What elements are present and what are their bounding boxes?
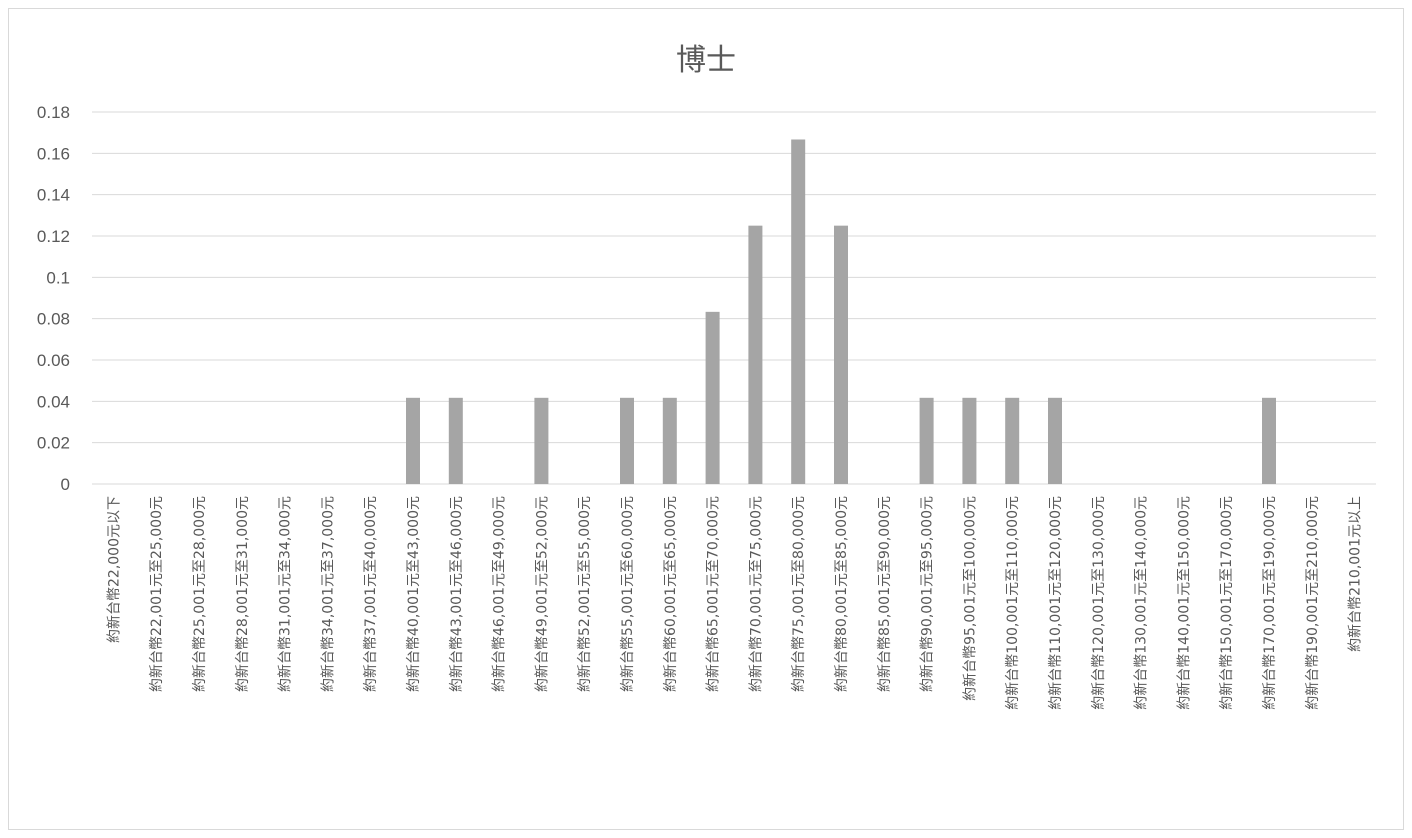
x-tick-label: 約新台幣95,001元至100,000元 — [962, 496, 978, 701]
bar — [534, 398, 548, 484]
x-tick-label: 約新台幣37,001元至40,000元 — [363, 496, 379, 692]
x-tick-label: 約新台幣52,001元至55,000元 — [577, 496, 593, 692]
x-tick-label: 約新台幣210,001元以上 — [1348, 496, 1364, 652]
x-tick-label: 約新台幣70,001元至75,000元 — [748, 496, 764, 692]
y-tick-label: 0.12 — [37, 227, 70, 246]
x-tick-label: 約新台幣190,001元至210,000元 — [1305, 496, 1321, 710]
gridlines — [92, 112, 1376, 484]
x-tick-label: 約新台幣130,001元至140,000元 — [1134, 496, 1150, 710]
x-tick-label: 約新台幣85,001元至90,000元 — [877, 496, 893, 692]
x-tick-label: 約新台幣43,001元至46,000元 — [449, 496, 465, 692]
bar — [449, 398, 463, 484]
bar — [1048, 398, 1062, 484]
bar — [920, 398, 934, 484]
x-tick-label: 約新台幣80,001元至85,000元 — [834, 496, 850, 692]
y-axis-tick-labels: 0 0.02 0.04 0.06 0.08 0.1 0.12 0.14 0.16 0.18 — [37, 103, 70, 494]
x-tick-label: 約新台幣75,001元至80,000元 — [791, 496, 807, 692]
x-tick-label: 約新台幣22,001元至25,000元 — [149, 496, 165, 692]
x-tick-label: 約新台幣31,001元至34,000元 — [278, 496, 294, 692]
bars — [406, 139, 1276, 484]
x-tick-label: 約新台幣100,001元至110,000元 — [1005, 496, 1021, 710]
x-tick-label: 約新台幣25,001元至28,000元 — [192, 496, 208, 692]
bar — [1262, 398, 1276, 484]
y-tick-label: 0.08 — [37, 310, 70, 329]
y-tick-label: 0 — [61, 475, 70, 494]
x-tick-label: 約新台幣46,001元至49,000元 — [492, 496, 508, 692]
bar — [962, 398, 976, 484]
bar — [406, 398, 420, 484]
bar — [748, 226, 762, 484]
x-tick-label: 約新台幣170,001元至190,000元 — [1262, 496, 1278, 710]
chart-title: 博士 — [676, 43, 736, 78]
x-tick-label: 約新台幣60,001元至65,000元 — [663, 496, 679, 692]
x-tick-label: 約新台幣150,001元至170,000元 — [1219, 496, 1235, 710]
y-tick-label: 0.04 — [37, 392, 70, 411]
bar — [706, 312, 720, 484]
y-tick-label: 0.06 — [37, 351, 70, 370]
x-axis-tick-labels: 約新台幣22,000元以下 約新台幣22,001元至25,000元 約新台幣25,0… — [106, 496, 1363, 710]
bar — [663, 398, 677, 484]
x-tick-label: 約新台幣55,001元至60,000元 — [620, 496, 636, 692]
y-tick-label: 0.1 — [46, 268, 70, 287]
bar — [620, 398, 634, 484]
x-tick-label: 約新台幣40,001元至43,000元 — [406, 496, 422, 692]
bar — [834, 226, 848, 484]
y-tick-label: 0.14 — [37, 186, 70, 205]
x-tick-label: 約新台幣140,001元至150,000元 — [1176, 496, 1192, 710]
y-tick-label: 0.18 — [37, 103, 70, 122]
y-tick-label: 0.16 — [37, 144, 70, 163]
y-tick-label: 0.02 — [37, 434, 70, 453]
x-tick-label: 約新台幣65,001元至70,000元 — [706, 496, 722, 692]
x-tick-label: 約新台幣22,000元以下 — [106, 496, 122, 643]
x-tick-label: 約新台幣120,001元至130,000元 — [1091, 496, 1107, 710]
bar — [791, 139, 805, 484]
bar — [1005, 398, 1019, 484]
x-tick-label: 約新台幣90,001元至95,000元 — [920, 496, 936, 692]
x-tick-label: 約新台幣110,001元至120,000元 — [1048, 496, 1064, 710]
x-tick-label: 約新台幣28,001元至31,000元 — [235, 496, 251, 692]
x-tick-label: 約新台幣49,001元至52,000元 — [534, 496, 550, 692]
x-tick-label: 約新台幣34,001元至37,000元 — [320, 496, 336, 692]
